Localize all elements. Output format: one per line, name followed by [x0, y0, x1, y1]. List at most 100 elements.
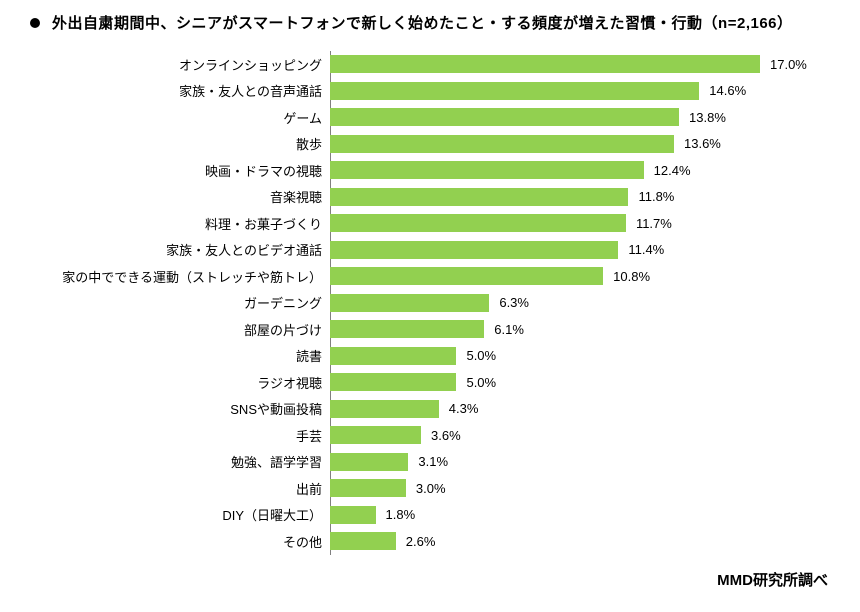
- value-label: 2.6%: [406, 534, 436, 549]
- bar-row: DIY（日曜大工） 1.8%: [40, 502, 820, 529]
- value-label: 12.4%: [654, 163, 691, 178]
- bar: [330, 479, 406, 497]
- bar-row: 部屋の片づけ 6.1%: [40, 316, 820, 343]
- bar-zone: 6.1%: [330, 316, 820, 343]
- bar: [330, 241, 618, 259]
- category-label: 家族・友人とのビデオ通話: [40, 240, 330, 259]
- bar-zone: 11.7%: [330, 210, 820, 237]
- category-label: 勉強、語学学習: [40, 452, 330, 471]
- value-label: 10.8%: [613, 269, 650, 284]
- bar-row: 映画・ドラマの視聴 12.4%: [40, 157, 820, 184]
- bar-zone: 1.8%: [330, 502, 820, 529]
- bar-row: ゲーム 13.8%: [40, 104, 820, 131]
- chart-title: 外出自粛期間中、シニアがスマートフォンで新しく始めたこと・する頻度が増えた習慣・…: [52, 12, 793, 33]
- bar: [330, 135, 674, 153]
- bar-zone: 5.0%: [330, 369, 820, 396]
- bar-zone: 13.6%: [330, 131, 820, 158]
- category-label: 部屋の片づけ: [40, 320, 330, 339]
- category-label: 出前: [40, 479, 330, 498]
- bar: [330, 161, 644, 179]
- value-label: 11.8%: [638, 189, 674, 204]
- bar: [330, 426, 421, 444]
- category-label: 家族・友人との音声通話: [40, 81, 330, 100]
- value-label: 3.6%: [431, 428, 461, 443]
- value-label: 13.8%: [689, 110, 726, 125]
- bar: [330, 532, 396, 550]
- category-label: その他: [40, 532, 330, 551]
- bar: [330, 373, 456, 391]
- bar-row: 音楽視聴 11.8%: [40, 184, 820, 211]
- category-label: 料理・お菓子づくり: [40, 214, 330, 233]
- bar-zone: 3.0%: [330, 475, 820, 502]
- value-label: 13.6%: [684, 136, 721, 151]
- source-label: MMD研究所調べ: [717, 569, 828, 590]
- bar: [330, 453, 408, 471]
- value-label: 6.1%: [494, 322, 524, 337]
- bar: [330, 188, 628, 206]
- value-label: 5.0%: [466, 348, 496, 363]
- bar-zone: 5.0%: [330, 343, 820, 370]
- bullet-icon: [30, 18, 40, 28]
- value-label: 11.7%: [636, 216, 672, 231]
- bar: [330, 214, 626, 232]
- bar-row: 読書 5.0%: [40, 343, 820, 370]
- category-label: ガーデニング: [40, 293, 330, 312]
- bar-zone: 14.6%: [330, 78, 820, 105]
- bar-row: 勉強、語学学習 3.1%: [40, 449, 820, 476]
- bar-zone: 10.8%: [330, 263, 820, 290]
- bar: [330, 347, 456, 365]
- bar-zone: 11.8%: [330, 184, 820, 211]
- bar: [330, 506, 376, 524]
- chart-title-row: 外出自粛期間中、シニアがスマートフォンで新しく始めたこと・する頻度が増えた習慣・…: [0, 0, 860, 41]
- value-label: 3.0%: [416, 481, 446, 496]
- category-label: 映画・ドラマの視聴: [40, 161, 330, 180]
- bar: [330, 320, 484, 338]
- bar-row: 料理・お菓子づくり 11.7%: [40, 210, 820, 237]
- category-label: SNSや動画投稿: [40, 399, 330, 418]
- bar-row: ガーデニング 6.3%: [40, 290, 820, 317]
- category-label: 散歩: [40, 134, 330, 153]
- bar-row: 散歩 13.6%: [40, 131, 820, 158]
- category-label: ラジオ視聴: [40, 373, 330, 392]
- chart-area: オンラインショッピング 17.0% 家族・友人との音声通話 14.6% ゲーム 13.8%…: [0, 41, 860, 565]
- bar-row: 家の中でできる運動（ストレッチや筋トレ） 10.8%: [40, 263, 820, 290]
- bar-rows: オンラインショッピング 17.0% 家族・友人との音声通話 14.6% ゲーム 13.8%…: [40, 51, 820, 555]
- value-label: 11.4%: [628, 242, 664, 257]
- category-label: DIY（日曜大工）: [40, 505, 330, 524]
- bar-zone: 2.6%: [330, 528, 820, 555]
- bar-zone: 3.6%: [330, 422, 820, 449]
- value-label: 4.3%: [449, 401, 479, 416]
- bar-row: その他 2.6%: [40, 528, 820, 555]
- value-label: 6.3%: [499, 295, 529, 310]
- bar-zone: 4.3%: [330, 396, 820, 423]
- value-label: 1.8%: [386, 507, 416, 522]
- bar-row: 家族・友人とのビデオ通話 11.4%: [40, 237, 820, 264]
- bar: [330, 108, 679, 126]
- value-label: 14.6%: [709, 83, 746, 98]
- bar: [330, 267, 603, 285]
- bar: [330, 400, 439, 418]
- bar-row: オンラインショッピング 17.0%: [40, 51, 820, 78]
- bar: [330, 82, 699, 100]
- category-label: 読書: [40, 346, 330, 365]
- bar-zone: 17.0%: [330, 51, 820, 78]
- bar: [330, 55, 760, 73]
- bar-zone: 12.4%: [330, 157, 820, 184]
- bar-zone: 11.4%: [330, 237, 820, 264]
- value-label: 17.0%: [770, 57, 807, 72]
- bar-row: SNSや動画投稿 4.3%: [40, 396, 820, 423]
- value-label: 3.1%: [418, 454, 448, 469]
- bar-zone: 3.1%: [330, 449, 820, 476]
- value-label: 5.0%: [466, 375, 496, 390]
- category-label: 手芸: [40, 426, 330, 445]
- bar-row: 家族・友人との音声通話 14.6%: [40, 78, 820, 105]
- bar-zone: 6.3%: [330, 290, 820, 317]
- bar-row: 出前 3.0%: [40, 475, 820, 502]
- bar-zone: 13.8%: [330, 104, 820, 131]
- category-label: 家の中でできる運動（ストレッチや筋トレ）: [40, 267, 330, 286]
- category-label: ゲーム: [40, 108, 330, 127]
- category-label: 音楽視聴: [40, 187, 330, 206]
- bar-row: 手芸 3.6%: [40, 422, 820, 449]
- bar-row: ラジオ視聴 5.0%: [40, 369, 820, 396]
- category-label: オンラインショッピング: [40, 55, 330, 74]
